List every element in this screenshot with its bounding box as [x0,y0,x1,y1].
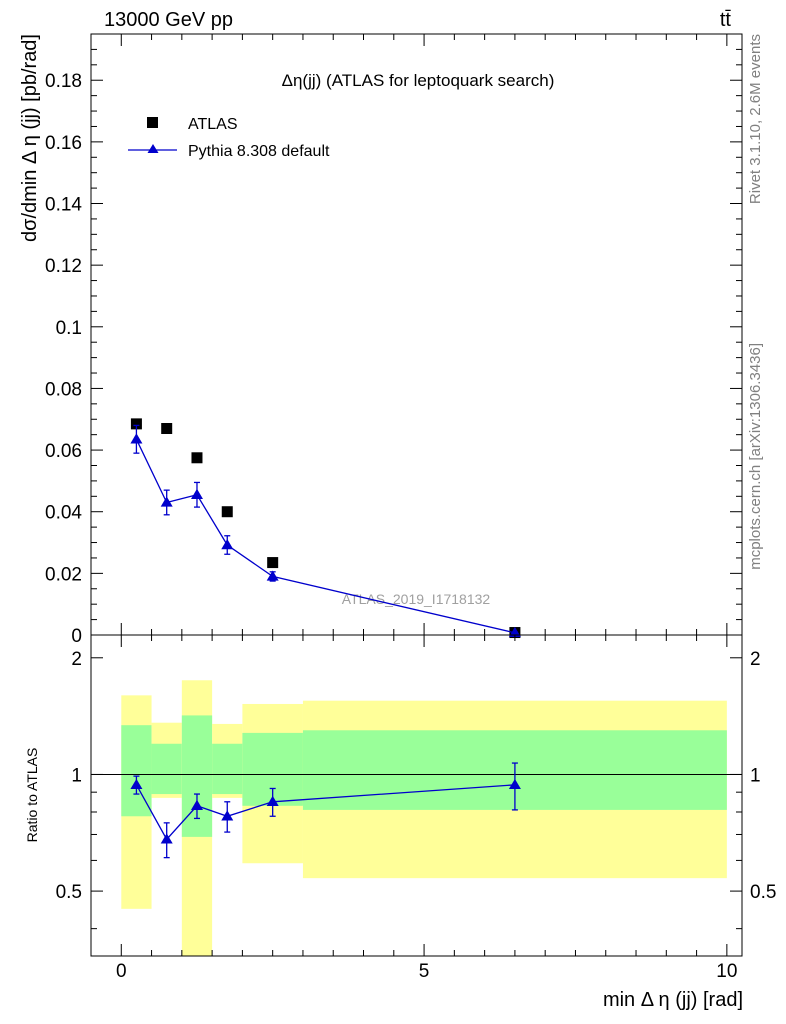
main-axes: 0 0.02 0.04 0.06 0.08 0.1 0.12 0.14 0.16 0.18 [45,33,743,647]
main-ytick-label: 0.04 [45,503,82,524]
xtick-label: 10 [716,961,737,982]
green-band-0 [121,725,152,817]
ratio-data-point [508,778,521,790]
ratio-data-marks [130,762,521,859]
ratio-ytick-label-left: 2 [71,649,82,670]
legend-atlas-label: ATLAS [188,116,238,133]
ratio-line [135,784,515,841]
ratio-data-point [160,833,173,844]
pythia-data-point [190,488,203,499]
main-ytick-label: 0.14 [45,195,82,216]
mcplots-label: mcplots.cern.ch [arXiv:1306.3436] [747,343,764,570]
xtick-label: 0 [116,961,127,982]
atlas-data-point [221,506,233,518]
main-ytick-label: 0 [71,626,82,647]
xtick-label: 5 [419,961,430,982]
main-ytick-label: 0.08 [45,379,82,400]
main-ytick-label: 0.16 [45,133,82,154]
pythia-data-point [130,433,143,444]
energy-label: 13000 GeV pp [104,9,233,31]
ratio-panel: 0.5 0.5 1 1 2 2 0 5 10 Ratio to ATLAS min Δ η (j… [24,634,776,1011]
pythia-data-point [221,539,234,550]
ratio-data-point [266,795,279,806]
legend-atlas-marker [147,117,158,128]
ratio-ytick-label-left: 0.5 [56,882,82,903]
legend: ATLAS Pythia 8.308 default [128,116,330,160]
main-ytick-label: 0.18 [45,71,82,92]
atlas-data-point [130,418,142,430]
pythia-data-point [266,570,279,581]
ratio-data-point [130,778,143,790]
ratio-ytick-label-right: 1 [750,765,761,786]
main-ytick-label: 0.06 [45,441,82,462]
uncertainty-bands [121,680,727,956]
main-plot-title: Δη(jj) (ATLAS for leptoquark search) [282,71,555,90]
main-y-axis-label: dσ/dmin Δ η (jj) [pb/rad] [19,34,41,242]
atlas-data-point [191,452,203,464]
main-ytick-label: 0.02 [45,564,82,585]
green-band-3 [212,743,243,795]
ratio-axes: 0.5 0.5 1 1 2 2 0 5 10 [56,634,776,982]
main-ytick-label: 0.12 [45,256,82,277]
ratio-ytick-label-right: 0.5 [750,882,776,903]
legend-pythia-marker [147,144,159,153]
main-panel: 0 0.02 0.04 0.06 0.08 0.1 0.12 0.14 0.16 0.18 Δη(… [19,33,743,647]
pythia-data-point [508,626,521,638]
ratio-data-point [221,810,234,821]
ratio-data-point [190,799,203,810]
ratio-ytick-label-right: 2 [750,649,761,670]
rivet-version-label: Rivet 3.1.10, 2.6M events [747,34,764,204]
main-data-marks [130,418,521,639]
ratio-y-axis-label: Ratio to ATLAS [24,748,40,843]
legend-pythia-label: Pythia 8.308 default [188,143,330,160]
green-band-1 [151,743,182,795]
ratio-ytick-label-left: 1 [71,765,82,786]
pythia-data-point [160,496,173,507]
watermark: ATLAS_2019_I1718132 [342,591,491,607]
x-axis-label: min Δ η (jj) [rad] [603,989,743,1011]
ratio-frame [90,634,743,957]
process-label: tt̄ [720,9,732,31]
main-ytick-label: 0.1 [56,318,82,339]
pythia-line [135,439,516,634]
atlas-data-point [161,423,173,435]
atlas-data-point [267,557,279,569]
